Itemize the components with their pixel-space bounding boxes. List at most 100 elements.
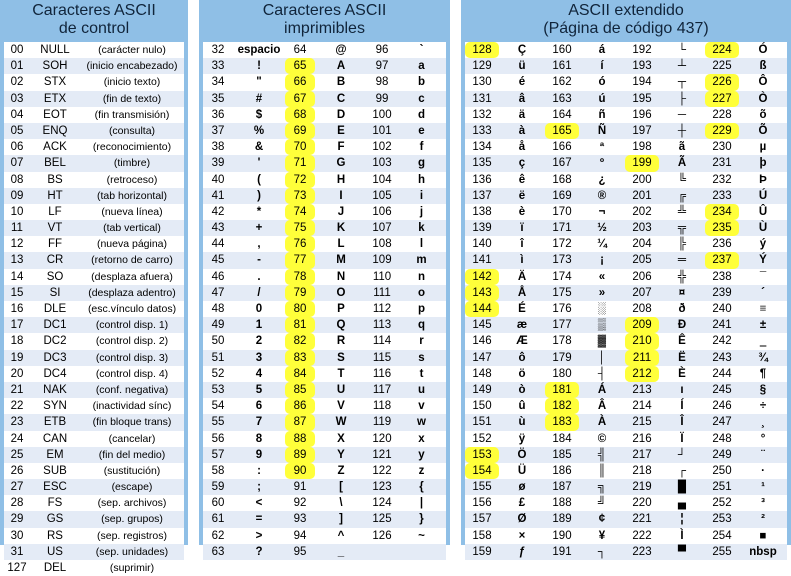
table-row: 18 DC2 (control disp. 2) [4,333,184,350]
character: Z [337,464,345,477]
control-panel-title: Caracteres ASCII de control [0,0,188,40]
code-number: 255 [712,545,732,558]
character: | [419,497,424,510]
code-number: 22 [10,400,24,413]
control-description: (cancelar) [108,432,156,445]
character: @ [335,44,347,56]
code-number: 168 [552,173,572,186]
character: u [417,383,426,396]
control-description: (inactividad sínc) [92,400,172,413]
character: ] [339,513,343,526]
code-number: 83 [285,349,315,366]
character: ô [518,351,526,364]
code-number: 53 [211,383,225,396]
code-number: 110 [372,270,392,283]
character: 1 [255,319,263,332]
code-number: 221 [632,513,652,526]
character: § [759,383,767,396]
table-row: 43 +75 K 107 k [203,220,446,237]
table-row: 15 SI (desplaza adentro) [4,284,184,301]
control-description: (control disp. 1) [95,319,169,332]
table-row: 32 espacio 64 @96 ` [203,42,446,59]
extended-title-line1: ASCII extendido [568,2,684,19]
table-row: 44, 76 L 108 l [203,236,446,253]
control-abbreviation: SO [46,270,64,283]
table-row: 145 æ 177 ▒ 209 Ð 241 ± [465,317,787,334]
table-row: 146 Æ 178 ▓ 210 Ê 242 ‗ [465,333,787,350]
character: õ [759,108,767,121]
character: J [337,205,345,218]
code-number: 55 [211,416,225,429]
control-description: (sep. registros) [96,529,168,542]
character: 6 [255,400,263,413]
character: ª [599,141,605,154]
character: « [598,270,606,283]
character: Ú [758,189,768,202]
table-row: 47 / 79 O 111 o [203,284,446,301]
code-number: 215 [632,416,652,429]
control-abbreviation: SI [49,286,61,299]
code-number: 206 [632,270,652,283]
character: : [257,464,261,477]
code-number: 137 [472,189,492,202]
character: 9 [255,448,263,461]
control-abbreviation: HT [47,189,63,202]
character: ╝ [597,497,607,510]
character: Ò [758,92,768,105]
code-number: 172 [552,238,572,251]
code-number: 167 [552,157,572,170]
character: n [417,270,426,283]
table-row: 30 RS (sep. registros) [4,527,184,544]
character: Ù [758,222,768,235]
character: ░ [597,303,607,315]
code-number: 128 [465,42,499,59]
code-number: 06 [10,141,24,154]
code-number: 76 [285,236,315,253]
code-number: 165 [545,122,579,140]
control-abbreviation: LF [48,205,62,218]
control-description: (retorno de carro) [91,254,173,267]
character: ù [518,416,526,429]
character: ® [597,189,607,202]
table-row: 155 ø 187 ╗ 219 █ 251 ¹ [465,479,787,496]
character: ║ [597,464,607,477]
code-number: 48 [211,303,225,315]
table-row: 143 Å 175 » 207 ¤ 239 ´ [465,284,787,301]
character: H [336,173,346,186]
character: ¯ [759,270,767,283]
code-number: 153 [465,446,499,463]
code-number: 18 [10,335,24,348]
character: x [418,432,425,445]
code-number: 31 [10,545,24,558]
table-row: 25 EM (fin del medio) [4,446,184,463]
table-row: 50 2 82 R 114 r [203,333,446,350]
character: Ã [677,157,687,170]
code-number: 43 [211,222,225,235]
code-number: 147 [472,351,492,364]
control-title-line1: Caracteres ASCII [32,2,156,19]
control-abbreviation: SYN [43,400,67,413]
table-row: 59; 91 [123 { [203,479,446,496]
table-row: 137 ë 169 ® 201 ╔ 233 Ú [465,187,787,204]
code-number: 173 [552,254,572,267]
code-number: 86 [285,398,315,415]
code-number: 09 [10,189,24,202]
code-number: 233 [712,189,732,202]
character: ) [257,189,261,202]
character: 5 [255,383,263,396]
character: R [336,335,346,348]
code-number: 199 [625,155,659,172]
table-row: 26 SUB (sustitución) [4,462,184,480]
character: c [418,92,425,105]
code-number: 194 [632,76,652,89]
code-number: 28 [10,497,24,510]
table-row: 53 5 85 U 117 u [203,381,446,399]
character: ╬ [677,270,687,283]
code-number: 70 [285,139,315,156]
table-row: 02 STX (inicio texto) [4,74,184,91]
control-description: (fin de texto) [102,92,162,105]
character: Ç [517,44,527,56]
character: v [418,400,425,413]
character: k [418,222,425,235]
character: ß [759,60,767,73]
